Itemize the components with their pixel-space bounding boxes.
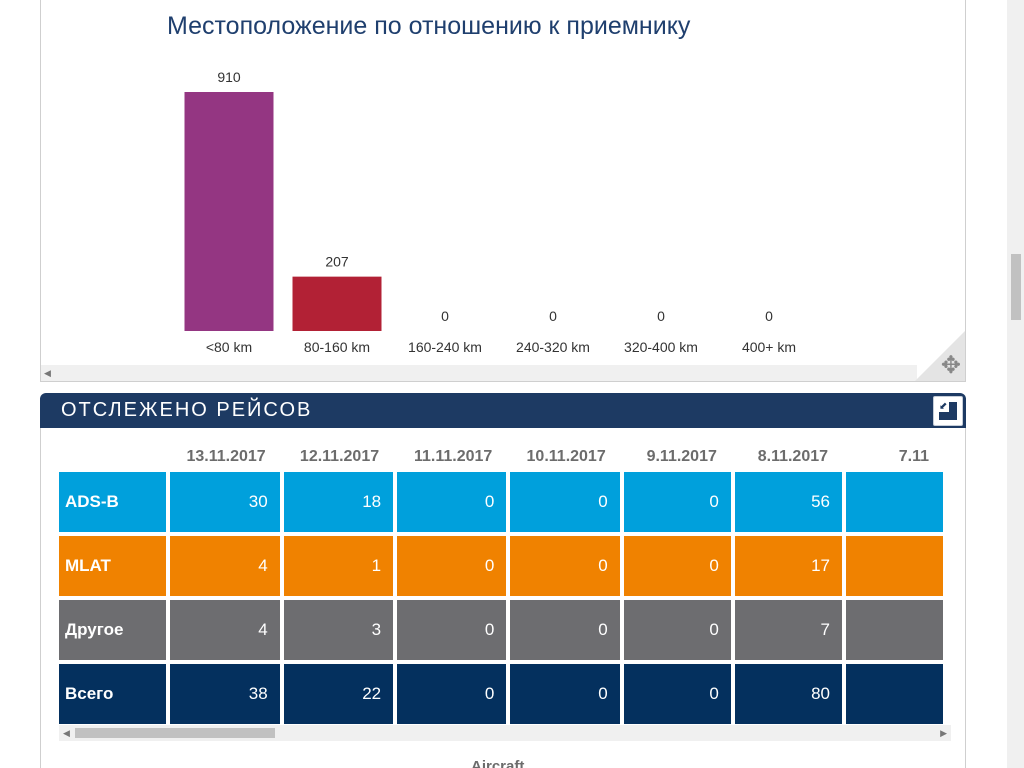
- bar-value-label: 0: [657, 308, 665, 324]
- table-cell: [846, 472, 943, 532]
- table-cell: 4: [170, 536, 280, 596]
- table-cell: [846, 664, 943, 724]
- table-cell: 17: [734, 536, 843, 596]
- page-scrollbar-thumb[interactable]: [1011, 254, 1021, 320]
- table-cell: 0: [397, 472, 507, 532]
- date-header: 11.11.2017: [414, 448, 493, 465]
- bar-value-label: 0: [549, 308, 557, 324]
- table-cell: 0: [623, 536, 731, 596]
- date-header: 9.11.2017: [646, 448, 717, 465]
- date-header: 13.11.2017: [186, 448, 266, 465]
- row-label: ADS-B: [59, 472, 167, 532]
- date-header: 8.11.2017: [757, 448, 829, 465]
- date-header: 12.11.2017: [299, 448, 380, 465]
- table-cell: 0: [397, 600, 507, 660]
- date-header: 10.11.2017: [526, 448, 606, 465]
- table-row: Всего 38 22 0 0 0 80: [59, 664, 943, 724]
- table-cell: 1: [283, 536, 394, 596]
- category-label: 320-400 km: [624, 339, 698, 355]
- bar-1: [292, 276, 382, 331]
- table-cell: 3: [283, 600, 394, 660]
- resize-corner[interactable]: [915, 331, 965, 381]
- scroll-left-icon[interactable]: ◀: [63, 728, 70, 738]
- bar-value-label: 207: [325, 254, 349, 270]
- flights-body: 13.11.2017 12.11.2017 11.11.2017 10.11.2017…: [40, 428, 966, 768]
- table-row: ADS-B 30 18 0 0 0 56: [59, 472, 943, 532]
- table-cell: 0: [623, 664, 731, 724]
- table-cell: 80: [734, 664, 843, 724]
- table-cell: 4: [170, 600, 280, 660]
- header-corner: [59, 448, 166, 468]
- table-row: MLAT 4 1 0 0 0 17: [59, 536, 943, 596]
- category-label: 400+ km: [742, 339, 796, 355]
- expand-button[interactable]: ⬋: [933, 396, 963, 426]
- flights-header: ОТСЛЕЖЕНО РЕЙСОВ ⬋: [40, 393, 966, 428]
- aircraft-section-caption: Aircraft: [471, 758, 525, 768]
- table-cell: 7: [734, 600, 843, 660]
- table-cell: 38: [170, 664, 280, 724]
- table-cell: 22: [283, 664, 394, 724]
- table-cell: 0: [510, 472, 620, 532]
- table-cell: 0: [510, 600, 620, 660]
- category-label: 160-240 km: [408, 339, 482, 355]
- flights-table: 13.11.2017 12.11.2017 11.11.2017 10.11.2017…: [59, 448, 947, 728]
- range-bar-chart: 910 <80 km 207 80-160 km 0 160-240 km 0 240-320…: [184, 69, 796, 355]
- scrollbar-thumb[interactable]: [75, 728, 275, 738]
- table-cell: 30: [170, 472, 280, 532]
- expand-arrow-icon: ⬋: [939, 401, 948, 412]
- bar-0: [184, 92, 274, 331]
- row-label: MLAT: [59, 536, 167, 596]
- table-cell: [846, 536, 943, 596]
- table-cell: 0: [623, 472, 731, 532]
- table-cell: 0: [510, 536, 620, 596]
- flights-table-viewport: 13.11.2017 12.11.2017 11.11.2017 10.11.2017…: [59, 448, 951, 738]
- date-header-row: 13.11.2017 12.11.2017 11.11.2017 10.11.2017…: [59, 448, 943, 468]
- move-arrows-icon[interactable]: ✥: [940, 352, 961, 379]
- row-label: Другое: [59, 600, 167, 660]
- bar-value-label: 0: [441, 308, 449, 324]
- table-cell: [846, 600, 943, 660]
- table-cell: 0: [397, 536, 507, 596]
- range-chart-panel: Местоположение по отношению к приемнику …: [40, 0, 966, 382]
- expand-icon: [939, 402, 957, 420]
- row-label: Всего: [59, 664, 167, 724]
- bar-value-label: 910: [217, 69, 241, 85]
- table-cell: 56: [734, 472, 843, 532]
- table-cell: 18: [283, 472, 394, 532]
- table-cell: 0: [510, 664, 620, 724]
- category-label: 240-320 km: [516, 339, 590, 355]
- scroll-left-icon[interactable]: ◀: [44, 368, 51, 378]
- chart-horizontal-scrollbar[interactable]: ◀: [41, 365, 917, 381]
- flights-title: ОТСЛЕЖЕНО РЕЙСОВ: [61, 399, 313, 421]
- scroll-right-icon[interactable]: ▶: [940, 728, 947, 738]
- table-horizontal-scrollbar[interactable]: ◀ ▶: [59, 725, 951, 741]
- category-label: <80 km: [206, 339, 252, 355]
- page-vertical-scrollbar[interactable]: [1007, 0, 1024, 768]
- chart-title: Местоположение по отношению к приемнику: [167, 12, 691, 40]
- table-row: Другое 4 3 0 0 0 7: [59, 600, 943, 660]
- table-cell: 0: [397, 664, 507, 724]
- table-cell: 0: [623, 600, 731, 660]
- date-header: 7.11: [898, 448, 929, 465]
- category-label: 80-160 km: [304, 339, 370, 355]
- bar-value-label: 0: [765, 308, 773, 324]
